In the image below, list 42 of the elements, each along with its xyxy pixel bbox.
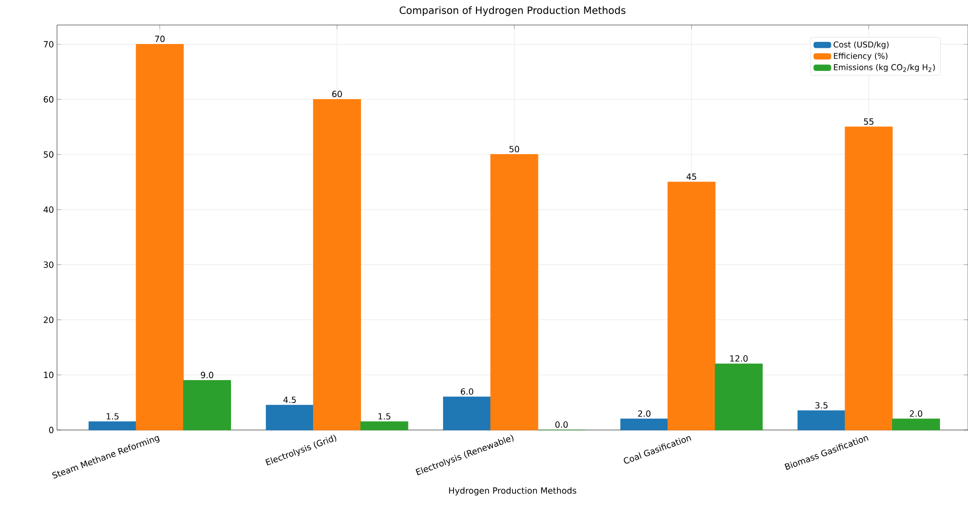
y-tick-label: 20: [44, 316, 54, 324]
bar: [443, 396, 491, 430]
bar: [490, 154, 538, 430]
data-label: 6.0: [460, 388, 474, 395]
legend-label: Cost (USD/kg): [834, 41, 889, 50]
y-tick-label: 40: [44, 206, 54, 213]
bar: [668, 182, 716, 430]
data-label: 60: [332, 90, 342, 98]
bar: [136, 44, 184, 430]
data-label: 1.5: [106, 413, 119, 420]
bar: [266, 404, 314, 430]
legend-label: Efficiency (%): [834, 52, 888, 60]
data-label: 45: [686, 174, 696, 180]
data-label: 3.5: [815, 402, 828, 409]
data-label: 70: [155, 36, 165, 42]
y-tick-label: 10: [44, 372, 54, 378]
data-label: 50: [510, 146, 520, 152]
bar: [798, 410, 846, 430]
bar: [183, 380, 231, 430]
bar: [892, 418, 940, 430]
y-tick-label: 30: [44, 261, 54, 268]
x-axis-title: Hydrogen Production Methods: [449, 487, 576, 496]
bar: [620, 418, 668, 430]
y-tick-label: 0: [49, 426, 54, 434]
y-tick-label: 60: [44, 96, 54, 103]
bar: [88, 421, 136, 430]
legend-label: Emissions (kg CO$_{2}$/kg H$_{2}$): [834, 64, 935, 72]
data-label: 12.0: [730, 355, 748, 362]
data-label: 2.0: [910, 410, 922, 417]
bar: [360, 421, 408, 430]
y-tick-label: 50: [44, 151, 54, 158]
data-label: 0.0: [555, 421, 568, 428]
y-tick-label: 70: [44, 41, 54, 48]
bar: [844, 126, 893, 430]
chart-title: Comparison of Hydrogen Production Methods: [400, 6, 626, 16]
data-label: 4.5: [283, 396, 296, 404]
data-label: 9.0: [200, 372, 214, 378]
data-label: 2.0: [638, 410, 650, 417]
bar: [313, 99, 361, 430]
data-label: 1.5: [378, 413, 390, 420]
data-label: 55: [864, 118, 874, 125]
bar: [714, 364, 763, 430]
